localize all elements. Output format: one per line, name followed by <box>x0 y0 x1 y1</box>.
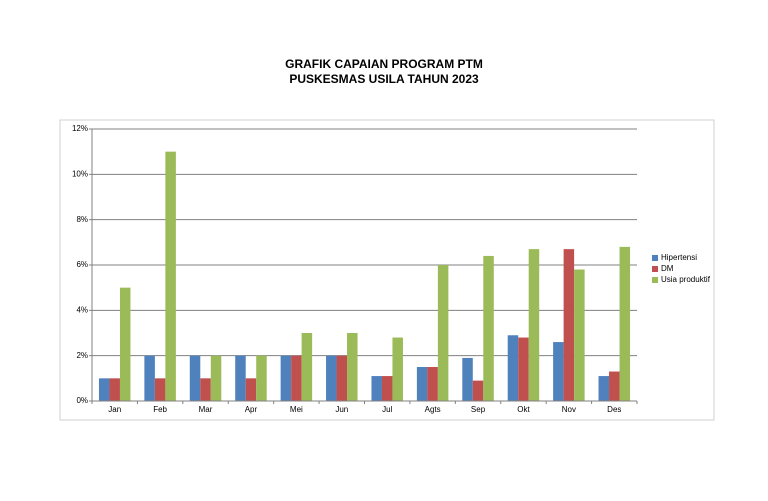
bar <box>574 269 585 401</box>
chart-subtitle: PUSKESMAS USILA TAHUN 2023 <box>289 72 479 86</box>
x-tick-label: Apr <box>245 405 258 414</box>
bar <box>154 378 166 401</box>
bar <box>518 337 529 401</box>
x-tick-label: Jul <box>382 405 392 414</box>
legend-swatch <box>652 277 658 283</box>
bar <box>598 376 610 401</box>
y-tick-label: 2% <box>76 351 88 360</box>
x-tick-label: Sep <box>471 405 486 414</box>
bar <box>291 355 302 401</box>
y-tick-label: 0% <box>76 396 88 405</box>
bar <box>245 378 257 401</box>
legend-label: Hipertensi <box>661 253 697 262</box>
y-tick-label: 12% <box>72 124 88 133</box>
chart-frame <box>59 119 715 421</box>
legend-label: DM <box>661 264 674 273</box>
x-tick-label: Des <box>607 405 621 414</box>
bar <box>381 376 393 401</box>
y-tick-label: 10% <box>72 169 88 178</box>
bar <box>189 355 201 401</box>
bar <box>507 335 519 401</box>
legend-swatch <box>652 266 658 272</box>
x-tick-label: Jun <box>335 405 348 414</box>
bar <box>235 355 246 401</box>
bar <box>336 355 348 401</box>
x-tick-label: Mar <box>199 405 213 414</box>
bar <box>416 367 428 401</box>
bar <box>280 355 292 401</box>
x-tick-label: Jan <box>108 405 121 414</box>
bar <box>609 371 620 401</box>
chart-title: GRAFIK CAPAIAN PROGRAM PTM <box>285 57 483 71</box>
bar <box>119 287 131 401</box>
y-tick-label: 6% <box>76 260 88 269</box>
bar <box>427 367 438 401</box>
x-tick-label: Agts <box>425 405 441 414</box>
bar <box>462 357 473 401</box>
bar <box>392 337 403 401</box>
bar <box>98 378 110 401</box>
bar <box>347 333 358 401</box>
legend-swatch <box>652 255 658 261</box>
bar <box>301 333 313 401</box>
x-tick-label: Mei <box>290 405 303 414</box>
bar <box>109 378 120 401</box>
bar <box>483 255 494 401</box>
bar <box>563 249 575 401</box>
bar <box>437 265 449 401</box>
x-tick-label: Feb <box>153 405 167 414</box>
y-tick-label: 8% <box>76 215 88 224</box>
bar <box>553 342 564 401</box>
y-tick-label: 4% <box>76 305 88 314</box>
bar <box>528 249 540 401</box>
bar <box>619 246 631 401</box>
bar <box>256 355 267 401</box>
bar <box>371 376 382 401</box>
bar <box>326 355 337 401</box>
x-tick-label: Okt <box>517 405 530 414</box>
bar <box>165 151 176 401</box>
legend-label: Usia produktif <box>661 275 711 284</box>
bar <box>200 378 211 401</box>
x-tick-label: Nov <box>562 405 576 414</box>
bar <box>472 380 484 401</box>
bar <box>210 355 222 401</box>
bar <box>144 355 155 401</box>
